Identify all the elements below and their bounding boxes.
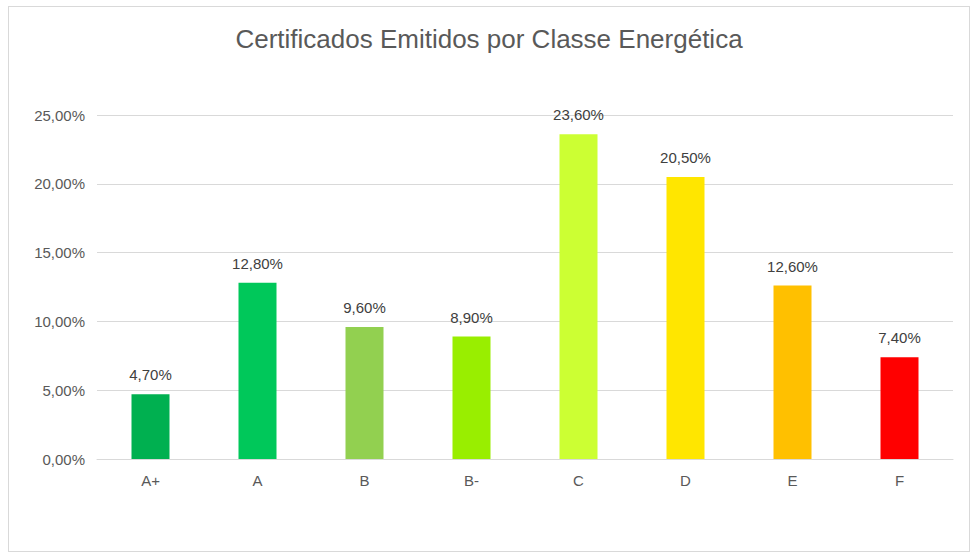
svg-text:B-: B- — [464, 472, 479, 489]
svg-text:12,60%: 12,60% — [767, 258, 818, 275]
svg-text:25,00%: 25,00% — [34, 107, 85, 124]
svg-text:5,00%: 5,00% — [42, 382, 85, 399]
svg-text:23,60%: 23,60% — [553, 106, 604, 123]
svg-text:E: E — [787, 472, 797, 489]
svg-text:9,60%: 9,60% — [343, 299, 386, 316]
svg-text:B: B — [359, 472, 369, 489]
svg-text:Certificados Emitidos por Clas: Certificados Emitidos por Classe Energét… — [235, 24, 743, 54]
svg-text:20,50%: 20,50% — [660, 149, 711, 166]
svg-text:A: A — [252, 472, 262, 489]
svg-text:C: C — [573, 472, 584, 489]
svg-text:7,40%: 7,40% — [878, 329, 921, 346]
svg-text:20,00%: 20,00% — [34, 175, 85, 192]
svg-text:12,80%: 12,80% — [232, 255, 283, 272]
svg-text:10,00%: 10,00% — [34, 313, 85, 330]
svg-text:0,00%: 0,00% — [42, 451, 85, 468]
svg-text:F: F — [895, 472, 904, 489]
svg-text:4,70%: 4,70% — [129, 366, 172, 383]
svg-text:8,90%: 8,90% — [450, 309, 493, 326]
svg-text:A+: A+ — [141, 472, 160, 489]
svg-text:15,00%: 15,00% — [34, 244, 85, 261]
svg-text:D: D — [680, 472, 691, 489]
